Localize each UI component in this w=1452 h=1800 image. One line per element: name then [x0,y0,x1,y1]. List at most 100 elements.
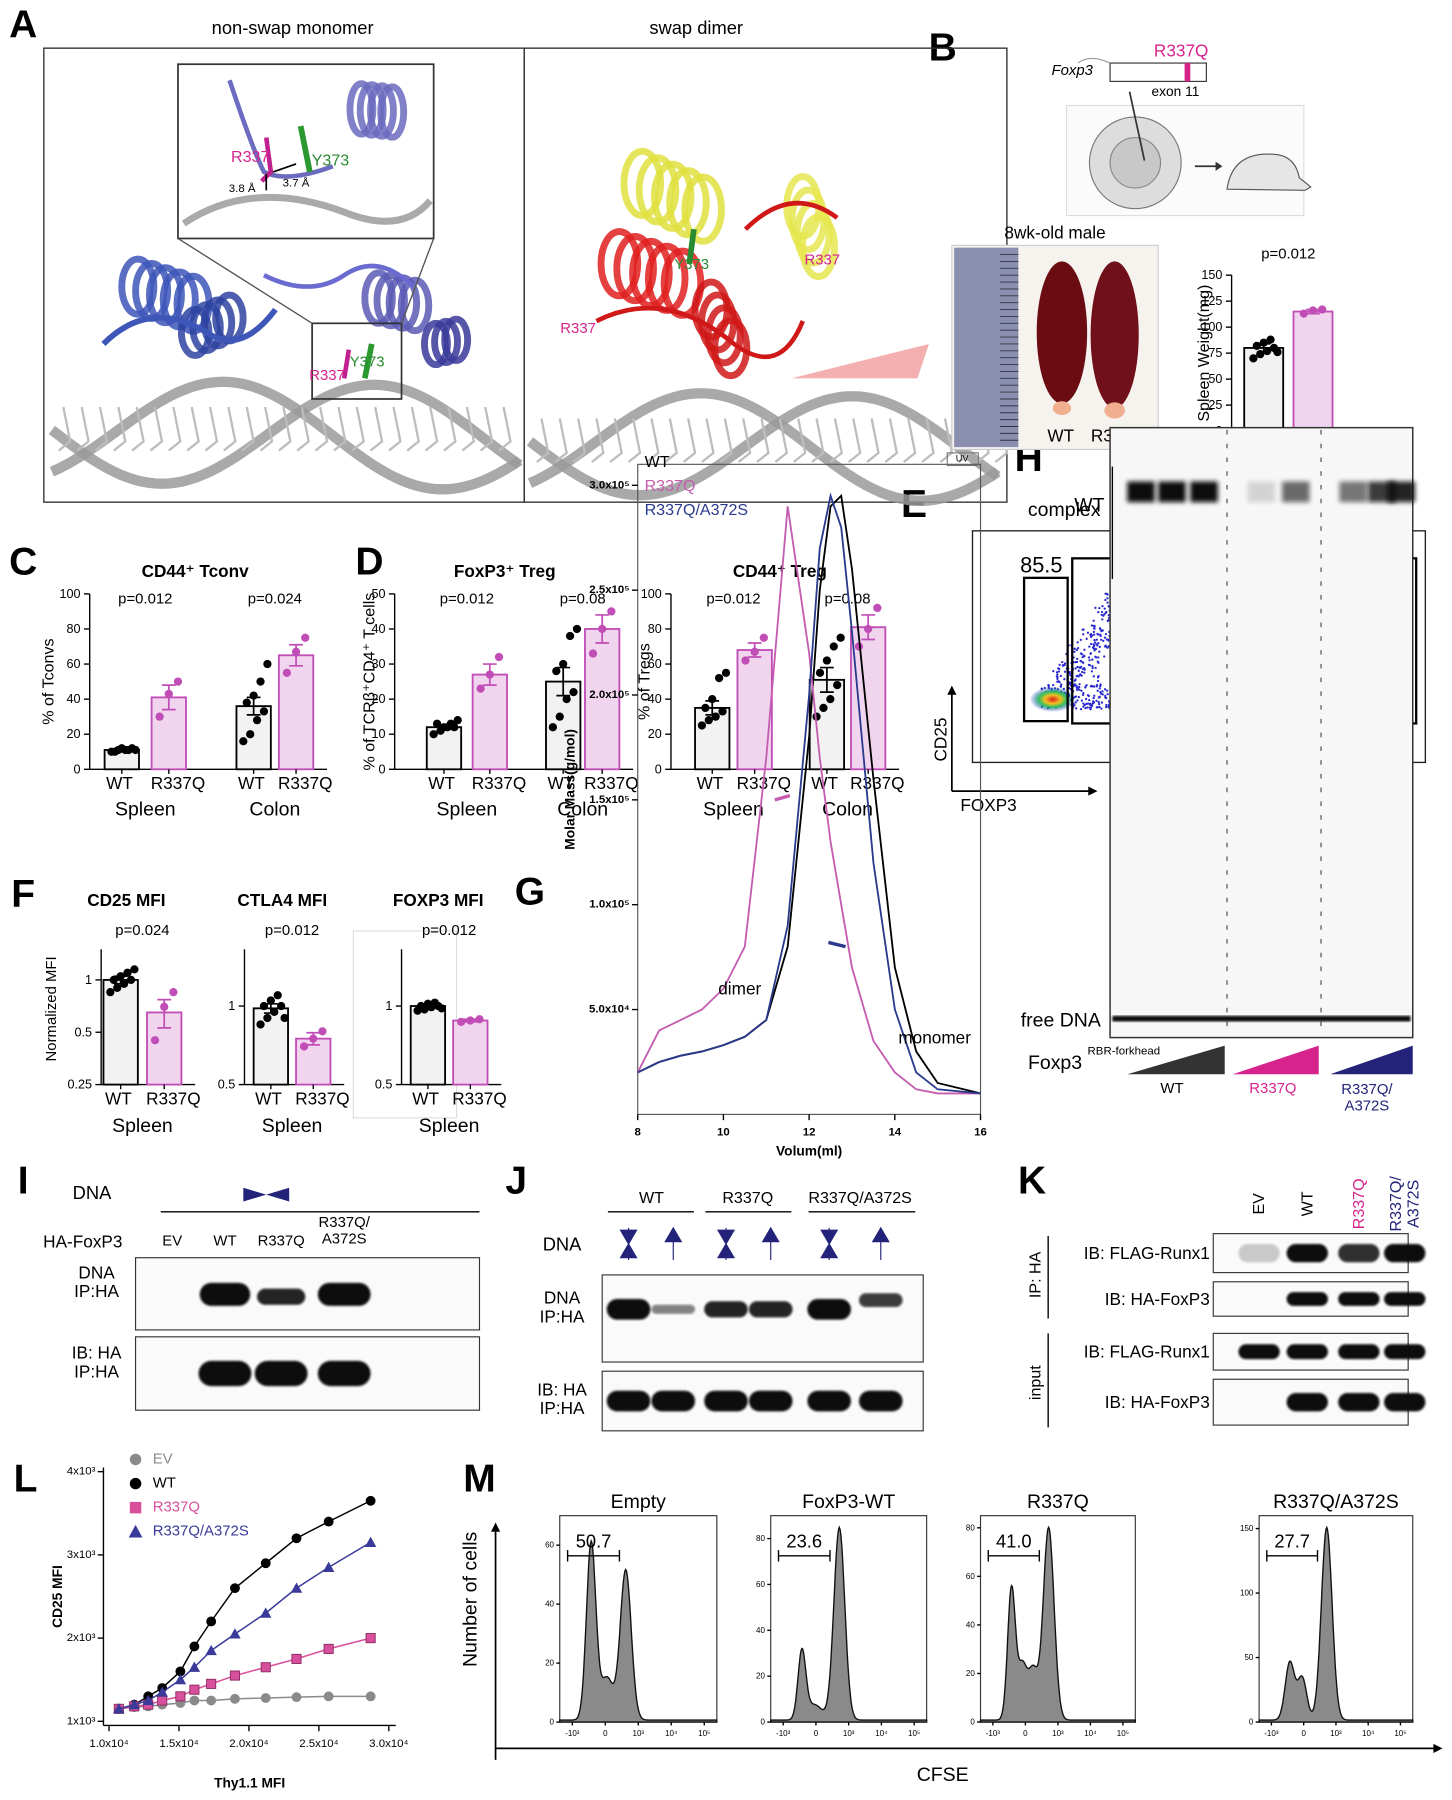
embryo-core [1109,137,1162,189]
dna-base [314,406,329,452]
event [1105,592,1108,596]
data-point [173,677,183,686]
y-tick-label: 40 [371,622,385,636]
data-point [291,647,301,656]
event [1073,679,1076,682]
dna-base [204,406,219,452]
event [1097,700,1100,704]
label: WT [639,1189,664,1207]
dna-base [737,418,752,463]
event [1092,633,1096,636]
y-axis-label: % of Tconvs [39,638,57,724]
blot-band [748,1390,793,1412]
y-tick-label: 150 [1201,268,1222,282]
data-point [741,656,750,665]
data-point [829,642,838,651]
y-tick-label: 50 [371,587,385,601]
event [1080,653,1084,656]
label: swap dimer [649,17,743,38]
label: R337Q/A372S [1273,1491,1399,1513]
event [1095,638,1098,641]
event [1094,666,1097,669]
y-tick-label: 2x10³ [67,1632,96,1644]
event [1075,648,1078,652]
event [1099,684,1102,688]
event [1094,606,1097,610]
label: IB: HA IP:HA [72,1343,122,1382]
group-label: Spleen [115,798,176,820]
helix-turn [597,228,642,300]
lymph-node [1052,401,1072,416]
event [1105,703,1108,707]
label: WT [213,1234,236,1250]
event [1080,670,1084,674]
y-tick-label: 100 [1201,320,1222,334]
marker [189,1695,200,1706]
x-tick-label: -10³ [986,1729,1001,1738]
legend-marker [129,1453,142,1466]
text-line: R337Q/ [1387,1176,1405,1232]
event [1056,673,1059,676]
gene-bar [1109,62,1207,82]
p-value: p=0.08 [825,592,871,608]
helix-turn [145,264,185,327]
event [1089,652,1092,655]
marker [142,1694,154,1706]
event [1106,597,1109,600]
x-tick-label: 10³ [1330,1729,1342,1738]
y-tick-label: 0 [550,1718,555,1727]
event [1107,639,1110,642]
y-tick-label: 1x10³ [67,1715,96,1727]
dna-base [113,406,127,452]
helix-turn [620,147,665,219]
dna-base [168,406,182,452]
event [1085,702,1088,706]
event [1095,656,1098,659]
mouse [1226,153,1312,191]
data-point [117,744,126,753]
event [1090,624,1093,627]
blot-band [254,1360,308,1387]
text-line: A372S [322,1232,367,1248]
text-line: R337Q/ [1341,1082,1393,1098]
dna-base [498,406,512,452]
marker [205,1644,217,1656]
data-point [263,659,272,669]
label: Y373 [312,152,350,170]
density-core [1029,686,1076,712]
blot-band [198,1360,252,1387]
data-point [273,991,282,1000]
group-label: Colon [249,798,300,820]
event [1056,677,1059,680]
data-point [109,975,118,985]
legend-entry: WT [153,1476,176,1492]
chart-title: CD44⁺ Treg [733,561,827,581]
x-tick-label: WT [412,1088,439,1108]
y-tick-label: 40 [545,1600,554,1609]
helix-turn [666,167,710,239]
free-dna-band [1112,1015,1411,1022]
x-tick-label: 10⁵ [1117,1729,1129,1738]
blot-band [1338,1243,1380,1263]
loop [262,263,415,289]
text-line: DNA [544,1288,581,1308]
x-tick-label: 10⁴ [875,1729,888,1738]
label: dimer [718,978,761,998]
x-tick-label: 10³ [843,1729,855,1738]
data-point [697,721,707,730]
y-axis-label: Normalized MFI [44,956,60,1061]
data-point [1299,309,1308,318]
helix-turn [377,83,408,141]
y-tick-label: 3.0x10⁵ [589,479,629,491]
label: R337Q/A372S [808,1189,911,1207]
event [1096,644,1099,647]
dna-base [333,406,347,452]
label: Y373 [350,354,385,370]
y-tick-label: 0.5 [218,1078,236,1092]
marker [260,1558,271,1569]
intron [1077,57,1111,64]
chart-title: CD25 MFI [87,890,165,910]
event [1083,648,1086,651]
event [1073,647,1076,650]
x-tick-label: R337Q [584,773,638,793]
